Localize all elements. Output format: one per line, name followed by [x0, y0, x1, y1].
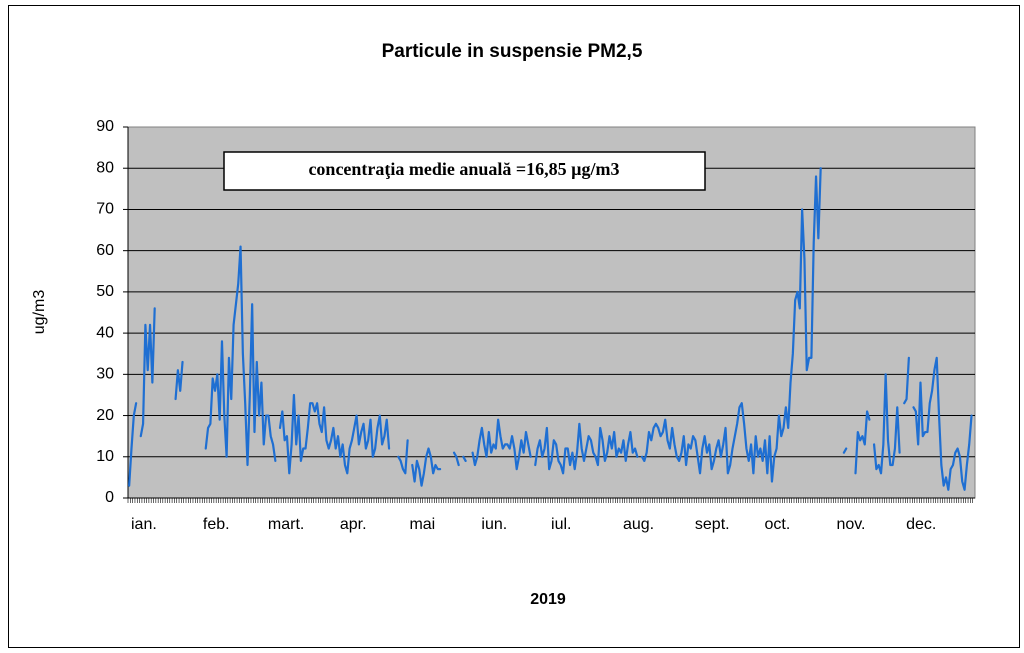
y-tick-label: 30: [96, 366, 114, 383]
y-tick-label: 90: [96, 118, 114, 135]
x-tick-label: oct.: [765, 516, 791, 533]
y-tick-label: 80: [96, 159, 114, 176]
x-tick-label: apr.: [340, 516, 367, 533]
annotation-box: [223, 151, 706, 191]
data-line: [128, 167, 973, 491]
x-tick-label: iun.: [481, 516, 507, 533]
x-tick-label: dec.: [906, 516, 936, 533]
x-axis-label: 2019: [530, 591, 566, 608]
x-tick-label: nov.: [836, 516, 865, 533]
x-tick-label: mai: [409, 516, 435, 533]
y-tick-label: 20: [96, 407, 114, 424]
y-tick-label: 0: [105, 489, 114, 506]
y-tick-label: 70: [96, 201, 114, 218]
x-tick-label: ian.: [131, 516, 157, 533]
x-tick-label: aug.: [623, 516, 654, 533]
annotation: concentraţia medie anuală =16,85 µg/m3: [308, 159, 619, 179]
chart-title: Particule in suspensie PM2,5: [382, 41, 643, 62]
y-axis-label: ug/m3: [31, 290, 48, 335]
x-tick-label: sept.: [695, 516, 730, 533]
y-tick-label: 40: [96, 324, 114, 341]
x-tick-label: mart.: [268, 516, 304, 533]
y-tick-label: 10: [96, 448, 114, 465]
y-tick-label: 60: [96, 242, 114, 259]
x-tick-label: iul.: [551, 516, 571, 533]
x-tick-label: feb.: [203, 516, 230, 533]
y-tick-label: 50: [96, 283, 114, 300]
